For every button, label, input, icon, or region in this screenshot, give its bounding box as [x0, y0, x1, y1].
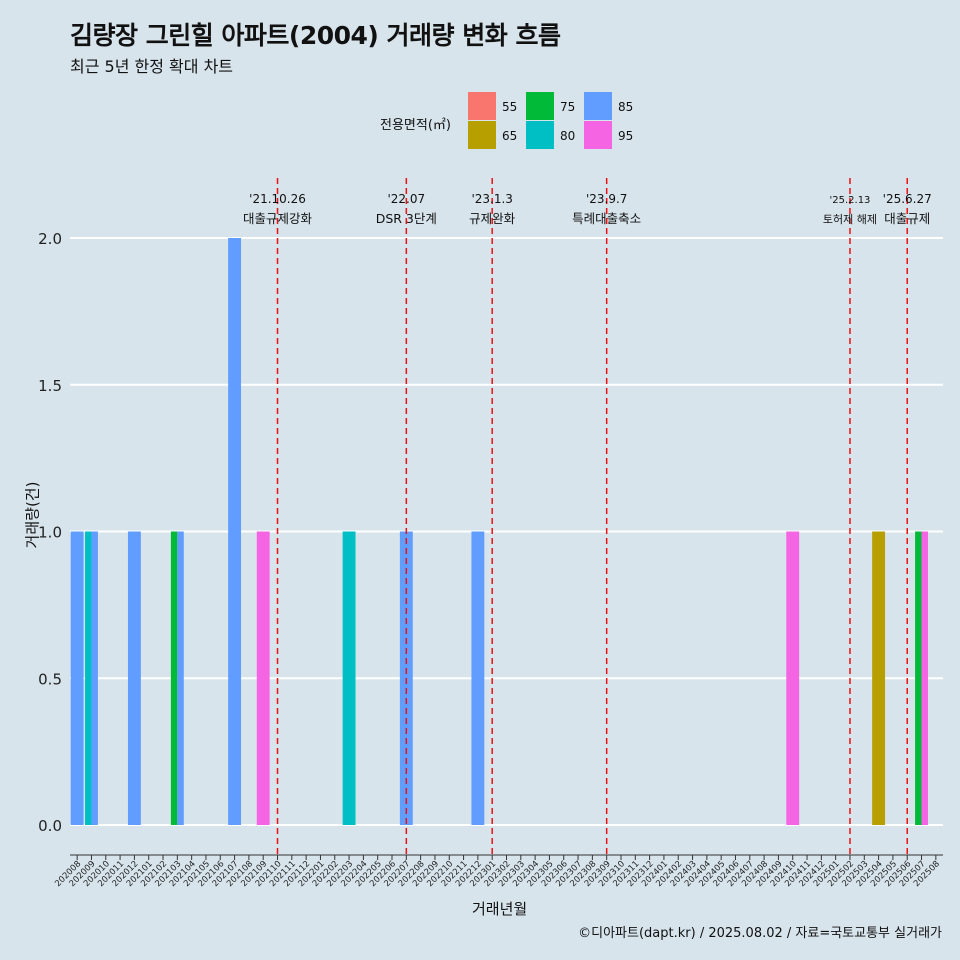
event-label: 특례대출축소	[572, 211, 641, 226]
legend-key-85	[584, 92, 612, 120]
legend-label-55: 55	[502, 100, 518, 114]
event-label: 대출규제	[884, 211, 930, 226]
event-date: '22.07	[387, 192, 425, 206]
bar-202507-75	[915, 531, 922, 825]
y-tick-label: 0.5	[38, 670, 62, 688]
event-date: '25.2.13	[830, 195, 871, 206]
bar-202103-75	[170, 531, 178, 825]
legend-label-75: 75	[560, 100, 576, 114]
bar-202212-85	[471, 531, 485, 825]
legend-key-55	[468, 92, 496, 120]
bar-202504-65	[872, 531, 886, 825]
bar-202410-95	[786, 531, 800, 825]
chart-subtitle: 최근 5년 한정 확대 차트	[70, 57, 234, 76]
y-tick-label: 1.0	[38, 524, 62, 542]
legend-label-65: 65	[502, 129, 518, 143]
chart-title: 김량장 그린힐 아파트(2004) 거래량 변화 흐름	[70, 21, 561, 50]
legend: 전용면적(㎡) 55 65 75 80 85 95	[380, 92, 680, 152]
y-tick-label: 2.0	[38, 230, 62, 248]
bar-202008-85	[70, 531, 84, 825]
legend-label-95: 95	[618, 129, 634, 143]
bar-202103-85	[177, 531, 184, 825]
bar-202107-85	[228, 238, 242, 825]
event-label: 토허제 해제	[823, 212, 877, 226]
event-label: DSR 3단계	[376, 211, 437, 226]
event-label: 규제완화	[469, 211, 516, 226]
bar-202009-85	[91, 531, 98, 825]
y-tick-label: 0.0	[38, 817, 62, 835]
event-date: '23.1.3	[471, 192, 512, 206]
legend-key-95	[584, 121, 612, 149]
source-caption: ©디아파트(dapt.kr) / 2025.08.02 / 자료=국토교통부 실…	[578, 926, 942, 941]
bar-202012-85	[127, 531, 141, 825]
legend-label-80: 80	[560, 129, 576, 143]
event-date: '23.9.7	[586, 192, 627, 206]
bar-202507-95	[921, 531, 928, 825]
legend-key-75	[526, 92, 554, 120]
legend-key-80	[526, 121, 554, 149]
event-date: '25.6.27	[883, 192, 932, 206]
legend-key-65	[468, 121, 496, 149]
event-date: '21.10.26	[249, 192, 306, 206]
x-axis-label: 거래년월	[472, 900, 528, 918]
event-label: 대출규제강화	[243, 211, 313, 226]
y-tick-label: 1.5	[38, 377, 62, 395]
legend-title: 전용면적(㎡)	[380, 118, 451, 133]
bar-202009-80	[85, 531, 92, 825]
bar-202203-80	[342, 531, 356, 825]
legend-label-85: 85	[618, 100, 634, 114]
y-axis-label: 거래량(건)	[23, 481, 42, 549]
bar-202109-95	[256, 531, 270, 825]
